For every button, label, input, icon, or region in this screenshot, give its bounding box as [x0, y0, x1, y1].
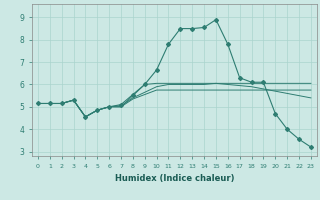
X-axis label: Humidex (Indice chaleur): Humidex (Indice chaleur): [115, 174, 234, 183]
